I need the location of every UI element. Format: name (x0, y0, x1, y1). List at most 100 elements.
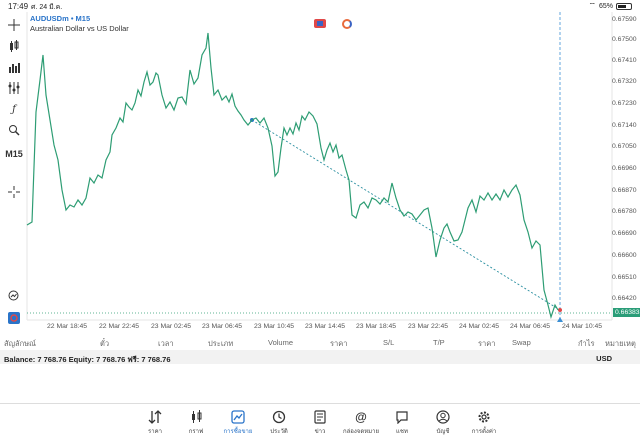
column-header[interactable]: กำไร (578, 339, 595, 348)
price-line (26, 32, 559, 320)
current-price-label: 0.66383 (613, 308, 640, 317)
price-tick: 0.67230 (612, 100, 637, 107)
price-tick: 0.66870 (612, 187, 637, 194)
news-icon (300, 409, 340, 425)
trendline-end-point (558, 308, 562, 312)
symbol-info: AUDUSDm • M15 Australian Dollar vs US Do… (30, 14, 129, 34)
price-tick: 0.66510 (612, 274, 637, 281)
nav-label: ข่าว (314, 429, 326, 435)
nav-news[interactable]: ข่าว (300, 409, 340, 436)
timeframe-button[interactable]: M15 (5, 149, 23, 159)
price-tick: 0.66600 (612, 252, 637, 259)
account-summary: Balance: 7 768.76 Equity: 7 768.76 ฟรี: … (4, 355, 171, 364)
column-header[interactable]: ราคา (330, 339, 348, 348)
broker-logo-icon[interactable] (4, 310, 24, 326)
nav-mailbox[interactable]: @ กล่องจดหมาย (341, 409, 381, 436)
price-tick: 0.67410 (612, 57, 637, 64)
nav-trade[interactable]: การซื้อขาย (218, 409, 258, 436)
time-tick: 22 Mar 18:45 (47, 323, 88, 330)
nav-label: กล่องจดหมาย (342, 429, 380, 435)
mailbox-icon: @ (355, 410, 367, 424)
trendline (251, 119, 561, 311)
time-tick: 23 Mar 14:45 (305, 323, 346, 330)
bar-chart-icon[interactable] (4, 59, 24, 75)
price-tick: 0.67050 (612, 143, 637, 150)
chat-icon (382, 409, 422, 425)
chart-badges (314, 19, 352, 29)
settings-icon (464, 409, 504, 425)
nav-label: กราฟ (188, 429, 204, 435)
chart-toolbar: ƒ M15 (0, 12, 27, 330)
date: ศ. 24 มี.ค. (31, 4, 63, 11)
bottom-nav: ราคา กราฟ การซื้อขาย ประวัติ ข่าว @ กล่อ… (0, 403, 640, 448)
account-currency: USD (596, 354, 612, 363)
nav-label: ราคา (148, 429, 162, 435)
column-header[interactable]: สัญลักษณ์ (4, 339, 37, 348)
account-icon (423, 409, 463, 425)
column-header[interactable]: S/L (383, 338, 395, 347)
nav-settings[interactable]: การตั้งค่า (464, 409, 504, 436)
column-header[interactable]: ตั๋ว (100, 339, 110, 348)
price-tick: 0.67500 (612, 36, 637, 43)
signal-icon[interactable] (342, 19, 352, 29)
price-tick: 0.66960 (612, 165, 637, 172)
chart-icon (176, 409, 216, 425)
column-header[interactable]: T/P (433, 338, 445, 347)
balance-row: Balance: 7 768.76 Equity: 7 768.76 ฟรี: … (0, 350, 640, 364)
column-header[interactable]: หมายเหตุ (605, 339, 636, 348)
column-header[interactable]: Volume (268, 338, 294, 347)
crosshair-move-icon[interactable] (4, 184, 24, 200)
nav-label: ประวัติ (270, 429, 288, 435)
price-chart[interactable] (0, 0, 640, 330)
history-icon (259, 409, 299, 425)
crosshair-marker (557, 317, 563, 322)
crosshair-icon[interactable] (4, 17, 24, 33)
clock: 17:49 (8, 2, 29, 11)
time-tick: 24 Mar 02:45 (459, 323, 500, 330)
nav-label: บัญชี (436, 429, 450, 435)
nav-history[interactable]: ประวัติ (259, 409, 299, 436)
nav-chart[interactable]: กราฟ (176, 409, 216, 436)
one-click-trading-icon[interactable] (314, 19, 326, 28)
time-tick: 22 Mar 22:45 (99, 323, 140, 330)
time-tick: 24 Mar 10:45 (562, 323, 603, 330)
column-header[interactable]: ราคา (478, 339, 496, 348)
battery-icon (616, 2, 632, 10)
time-tick: 23 Mar 02:45 (151, 323, 192, 330)
price-tick: 0.67140 (612, 122, 637, 129)
price-tick: 0.66690 (612, 230, 637, 237)
objects-icon[interactable] (4, 122, 24, 138)
nav-label: แชท (396, 429, 408, 435)
function-icon[interactable]: ƒ (12, 103, 16, 115)
time-axis: 22 Mar 18:45 22 Mar 22:45 23 Mar 02:45 2… (0, 323, 612, 333)
battery-percent: 65% (598, 2, 613, 10)
symbol-name: AUDUSDm • M15 (30, 14, 91, 23)
price-tick: 0.66420 (612, 295, 637, 302)
zoom-icon[interactable] (4, 288, 24, 304)
status-right: ⌔ 65% (588, 1, 632, 11)
time-tick: 23 Mar 06:45 (202, 323, 243, 330)
nav-label: การตั้งค่า (471, 429, 497, 435)
symbol-description: Australian Dollar vs US Dollar (30, 24, 129, 33)
nav-account[interactable]: บัญชี (423, 409, 463, 436)
column-header[interactable]: Swap (512, 338, 531, 347)
nav-label: การซื้อขาย (223, 429, 253, 435)
time-tick: 23 Mar 22:45 (408, 323, 449, 330)
trade-table-header: สัญลักษณ์ ตั๋ว เวลา ประเภท Volume ราคา S… (0, 338, 640, 349)
time-tick: 23 Mar 10:45 (254, 323, 295, 330)
column-header[interactable]: เวลา (158, 339, 174, 348)
price-tick: 0.66780 (612, 208, 637, 215)
nav-chat[interactable]: แชท (382, 409, 422, 436)
time-tick: 24 Mar 06:45 (510, 323, 551, 330)
column-header[interactable]: ประเภท (208, 339, 234, 348)
nav-quotes[interactable]: ราคา (135, 409, 175, 436)
status-bar: 17:49 ศ. 24 มี.ค. ⌔ 65% (0, 0, 640, 12)
candlestick-icon[interactable] (4, 38, 24, 54)
quotes-icon (135, 409, 175, 425)
wifi-icon: ⌔ (588, 1, 596, 10)
time-tick: 23 Mar 18:45 (356, 323, 397, 330)
price-tick: 0.67590 (612, 16, 637, 23)
trade-icon (218, 409, 258, 425)
indicators-icon[interactable] (4, 80, 24, 96)
price-tick: 0.67320 (612, 78, 637, 85)
